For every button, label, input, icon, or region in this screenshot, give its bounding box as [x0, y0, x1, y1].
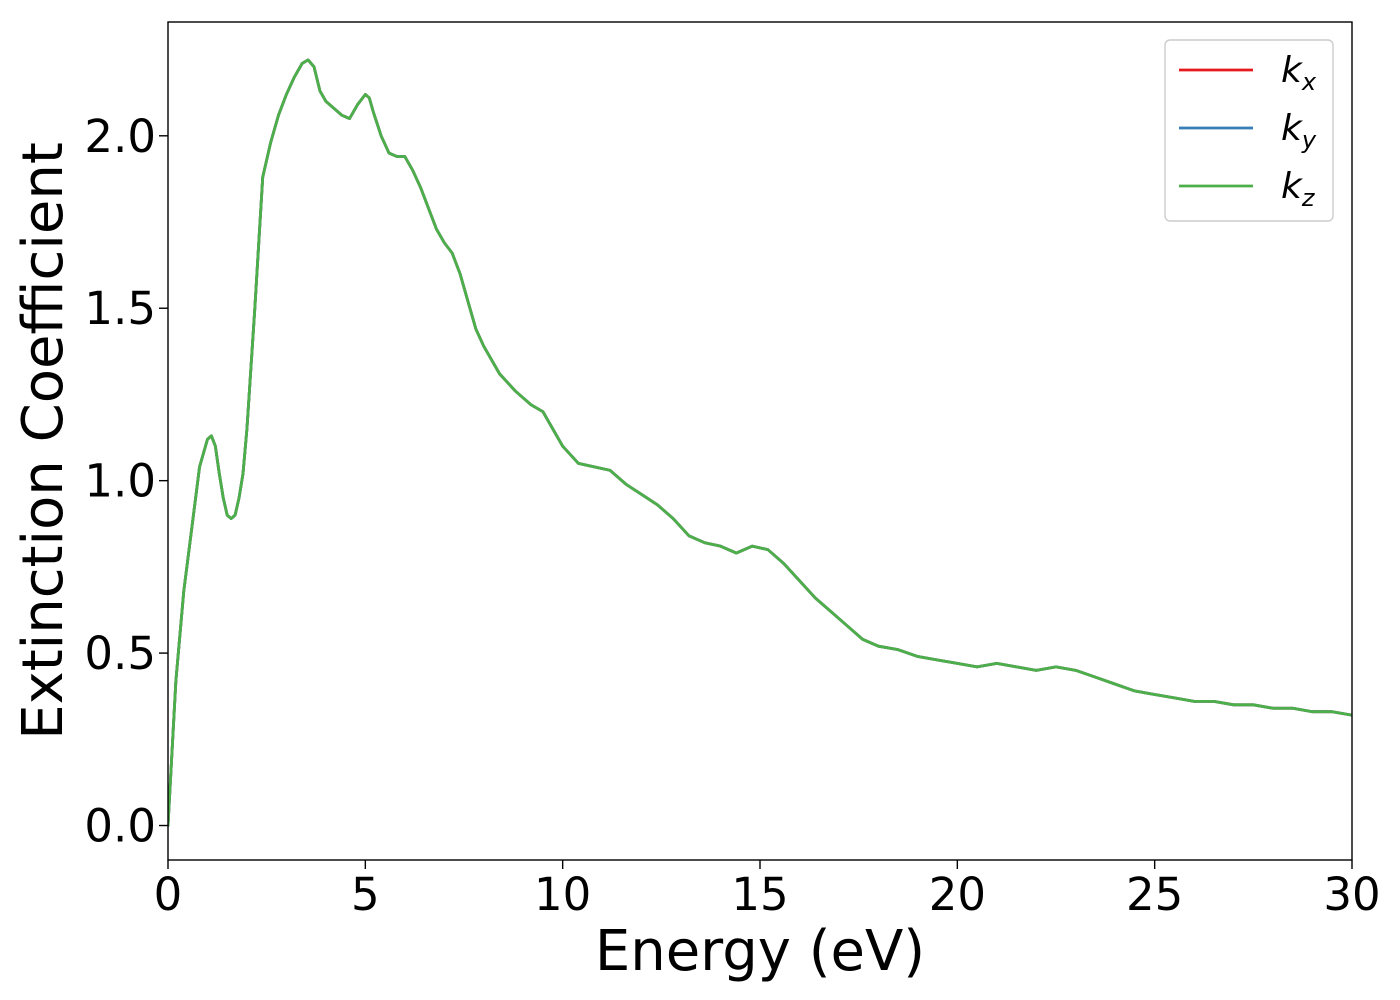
x-tick-label: 15 — [731, 868, 788, 921]
x-tick-label: 30 — [1323, 868, 1380, 921]
legend-label: kz — [1281, 166, 1316, 212]
series-line-kz — [168, 58, 1352, 827]
x-axis-title: Energy (eV) — [595, 919, 925, 984]
x-tick-label: 25 — [1126, 868, 1183, 921]
y-axis-title: Extinction Coefficient — [11, 142, 76, 740]
x-tick-label: 10 — [534, 868, 591, 921]
legend: kx ky kz — [1164, 39, 1334, 222]
y-axis-ticks: 0.0 0.5 1.0 1.5 2.0 — [84, 110, 168, 853]
x-tick-label: 0 — [154, 868, 183, 921]
y-tick-label: 1.5 — [84, 282, 156, 335]
legend-box — [1164, 39, 1334, 222]
x-axis-ticks: 0 5 10 15 20 25 30 — [154, 860, 1381, 921]
y-tick-label: 1.0 — [84, 455, 156, 508]
series-layer — [168, 58, 1352, 827]
y-tick-label: 0.0 — [84, 800, 156, 853]
x-tick-label: 20 — [929, 868, 986, 921]
legend-label: ky — [1281, 108, 1317, 154]
y-tick-label: 2.0 — [84, 110, 156, 163]
y-tick-label: 0.5 — [84, 627, 156, 680]
legend-label: kx — [1281, 50, 1317, 96]
x-tick-label: 5 — [351, 868, 380, 921]
